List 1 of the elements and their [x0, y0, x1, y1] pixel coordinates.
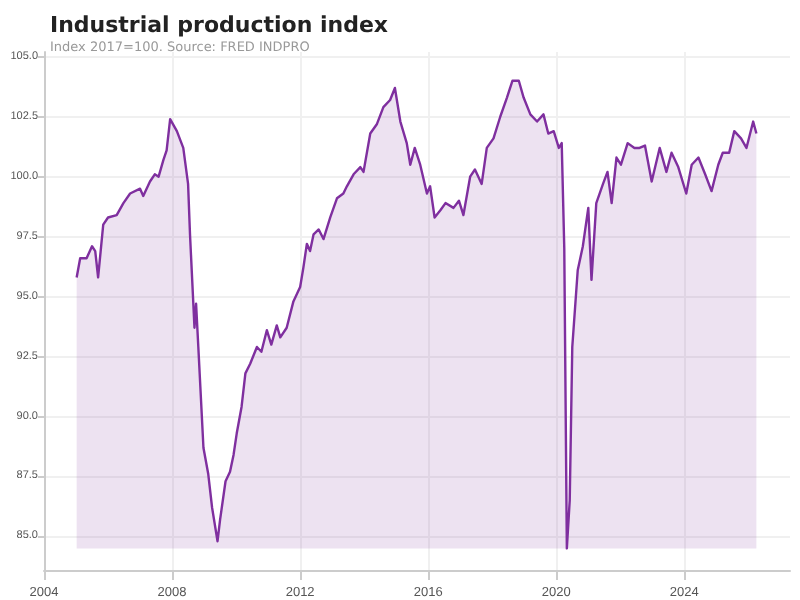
chart-title: Industrial production index	[50, 12, 389, 38]
